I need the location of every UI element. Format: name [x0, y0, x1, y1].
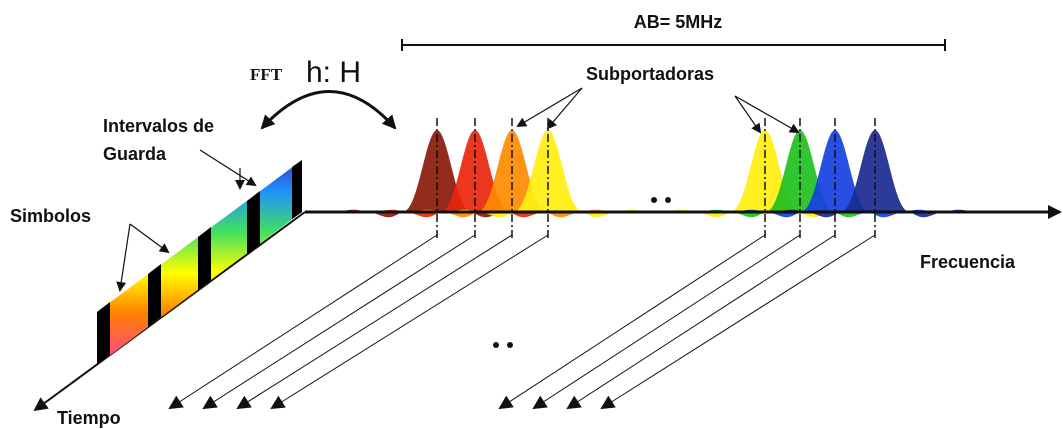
transform-label: h: H: [306, 56, 361, 89]
projection: [532, 234, 801, 410]
subcarriers: [327, 130, 985, 218]
time-label: Tiempo: [57, 408, 121, 428]
guard-intervals: [97, 160, 302, 365]
projections: [168, 118, 876, 410]
projection: [498, 234, 766, 410]
pointer-arrows: [116, 87, 800, 292]
projection: [566, 234, 836, 410]
projection: [236, 234, 513, 410]
frequency-label: Frecuencia: [920, 252, 1016, 272]
bandwidth-bracket: [401, 39, 946, 51]
guard-label: Intervalos de: [103, 116, 214, 136]
projection: [202, 234, 476, 410]
fft-label: FFT: [250, 65, 283, 84]
fft-arrow: [260, 90, 397, 130]
projection: [600, 234, 876, 410]
ellipsis: [493, 197, 671, 348]
subcarriers-label: Subportadoras: [586, 64, 714, 84]
projection: [168, 234, 438, 410]
projection: [270, 234, 549, 410]
symbols-label: Simbolos: [10, 206, 91, 226]
bandwidth-label: AB= 5MHz: [634, 12, 723, 32]
time-axis: [33, 211, 306, 412]
guard-label: Guarda: [103, 144, 167, 164]
